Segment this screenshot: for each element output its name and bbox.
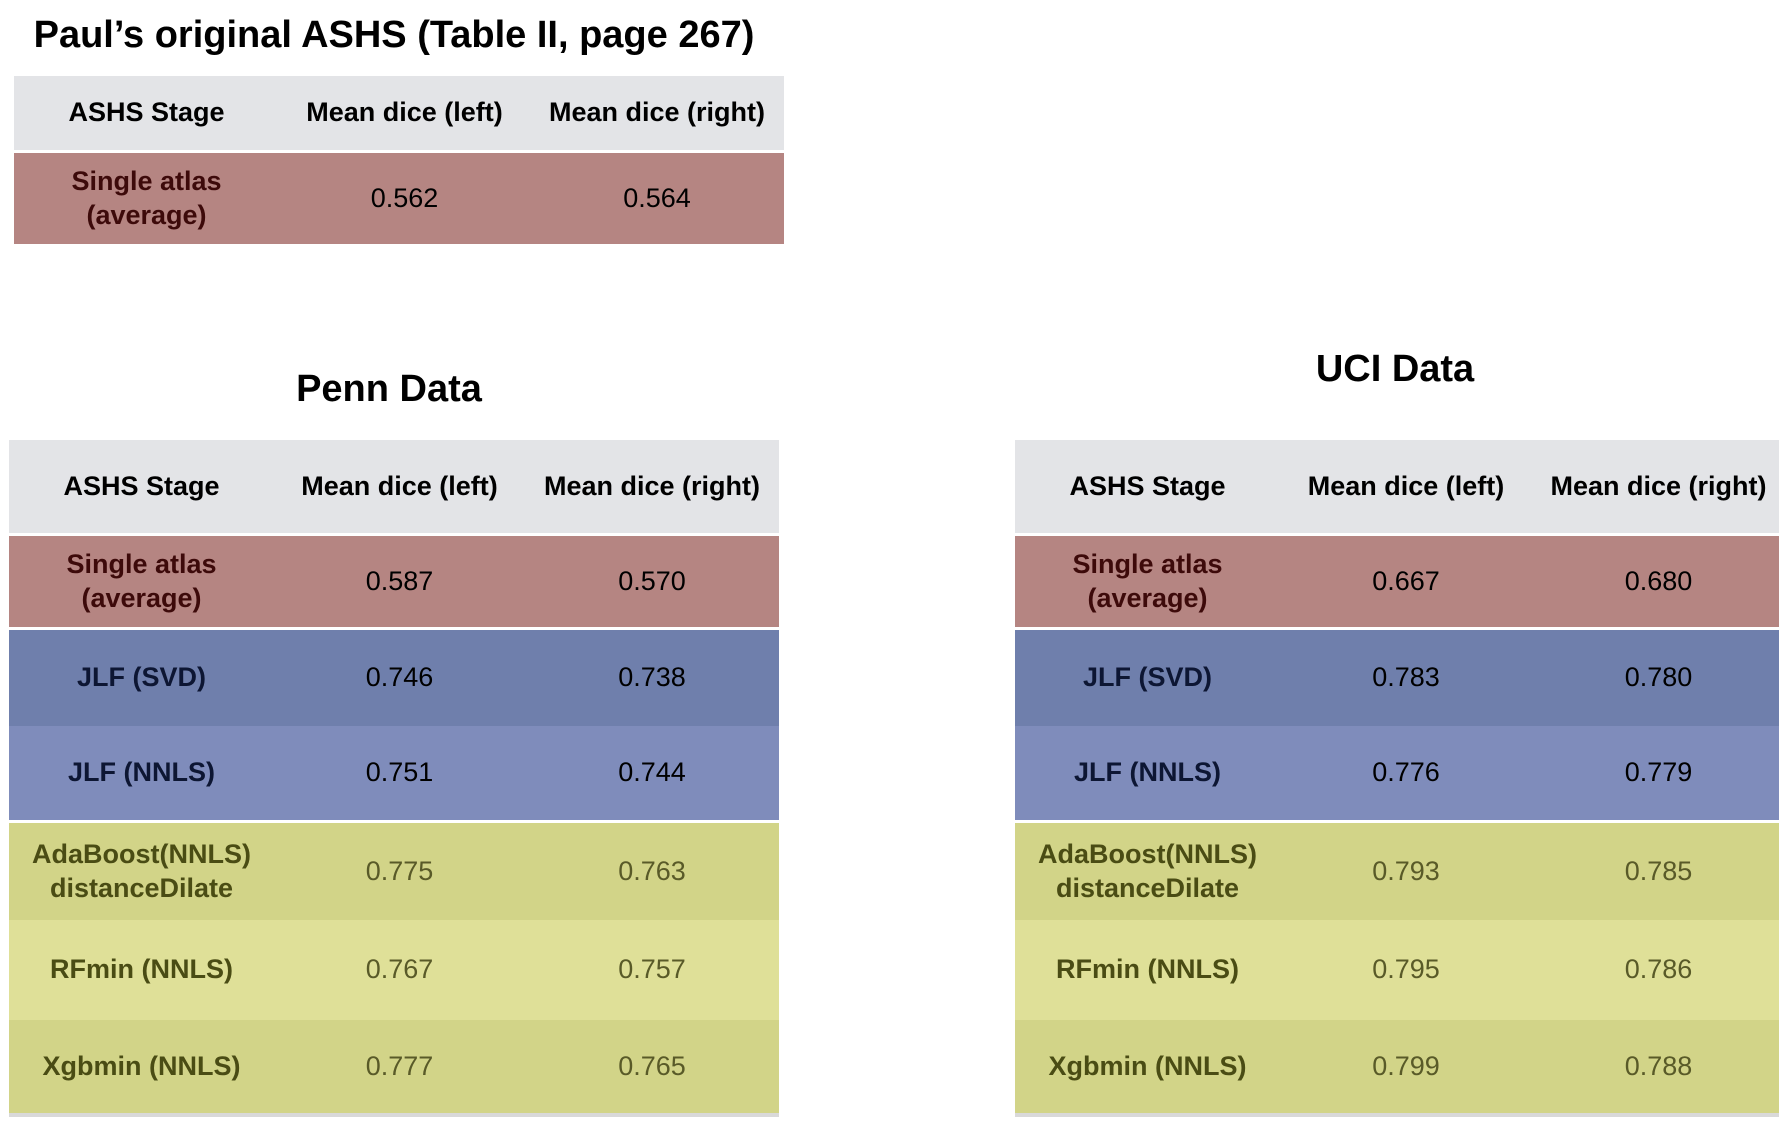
dice-left-value: 0.776 bbox=[1280, 726, 1532, 823]
stage-label: JLF (NNLS) bbox=[9, 726, 274, 823]
dice-left-value: 0.746 bbox=[274, 630, 525, 726]
stage-label: AdaBoost(NNLS) distanceDilate bbox=[9, 823, 274, 920]
dice-left-value: 0.793 bbox=[1280, 823, 1532, 920]
dice-right-value: 0.570 bbox=[525, 536, 779, 630]
stage-label: JLF (SVD) bbox=[1015, 630, 1280, 726]
dice-right-value: 0.786 bbox=[1532, 920, 1779, 1020]
dice-left-value: 0.667 bbox=[1280, 536, 1532, 630]
penn-data-title: Penn Data bbox=[296, 368, 482, 410]
stage-label: JLF (NNLS) bbox=[1015, 726, 1280, 823]
header-ashs-stage: ASHS Stage bbox=[14, 76, 279, 153]
dice-left-value: 0.751 bbox=[274, 726, 525, 823]
dice-left-value: 0.777 bbox=[274, 1020, 525, 1117]
dice-left-value: 0.587 bbox=[274, 536, 525, 630]
stage-label: RFmin (NNLS) bbox=[1015, 920, 1280, 1020]
header-mean-dice-left: Mean dice (left) bbox=[279, 76, 530, 153]
dice-right-value: 0.564 bbox=[530, 153, 784, 247]
dice-left-value: 0.775 bbox=[274, 823, 525, 920]
dice-left-value: 0.795 bbox=[1280, 920, 1532, 1020]
header-mean-dice-right: Mean dice (right) bbox=[530, 76, 784, 153]
stage-label: Xgbmin (NNLS) bbox=[9, 1020, 274, 1117]
dice-left-value: 0.799 bbox=[1280, 1020, 1532, 1117]
header-mean-dice-left: Mean dice (left) bbox=[1280, 440, 1532, 536]
dice-left-value: 0.767 bbox=[274, 920, 525, 1020]
penn-data-table: ASHS Stage Mean dice (left) Mean dice (r… bbox=[9, 440, 779, 1117]
stage-label: Single atlas (average) bbox=[9, 536, 274, 630]
stage-label: JLF (SVD) bbox=[9, 630, 274, 726]
dice-right-value: 0.738 bbox=[525, 630, 779, 726]
dice-right-value: 0.785 bbox=[1532, 823, 1779, 920]
stage-label: RFmin (NNLS) bbox=[9, 920, 274, 1020]
uci-data-title: UCI Data bbox=[1315, 348, 1475, 390]
dice-right-value: 0.757 bbox=[525, 920, 779, 1020]
header-ashs-stage: ASHS Stage bbox=[9, 440, 274, 536]
original-ashs-title: Paul’s original ASHS (Table II, page 267… bbox=[33, 14, 755, 56]
dice-right-value: 0.744 bbox=[525, 726, 779, 823]
dice-left-value: 0.562 bbox=[279, 153, 530, 247]
dice-right-value: 0.765 bbox=[525, 1020, 779, 1117]
dice-right-value: 0.779 bbox=[1532, 726, 1779, 823]
stage-label: AdaBoost(NNLS) distanceDilate bbox=[1015, 823, 1280, 920]
dice-left-value: 0.783 bbox=[1280, 630, 1532, 726]
original-ashs-table: ASHS Stage Mean dice (left) Mean dice (r… bbox=[14, 76, 784, 247]
stage-label: Xgbmin (NNLS) bbox=[1015, 1020, 1280, 1117]
header-ashs-stage: ASHS Stage bbox=[1015, 440, 1280, 536]
uci-data-table: ASHS Stage Mean dice (left) Mean dice (r… bbox=[1015, 440, 1779, 1117]
dice-right-value: 0.763 bbox=[525, 823, 779, 920]
dice-right-value: 0.780 bbox=[1532, 630, 1779, 726]
header-mean-dice-left: Mean dice (left) bbox=[274, 440, 525, 536]
stage-label: Single atlas (average) bbox=[14, 153, 279, 247]
header-mean-dice-right: Mean dice (right) bbox=[1532, 440, 1779, 536]
dice-right-value: 0.788 bbox=[1532, 1020, 1779, 1117]
header-mean-dice-right: Mean dice (right) bbox=[525, 440, 779, 536]
dice-right-value: 0.680 bbox=[1532, 536, 1779, 630]
stage-label: Single atlas (average) bbox=[1015, 536, 1280, 630]
